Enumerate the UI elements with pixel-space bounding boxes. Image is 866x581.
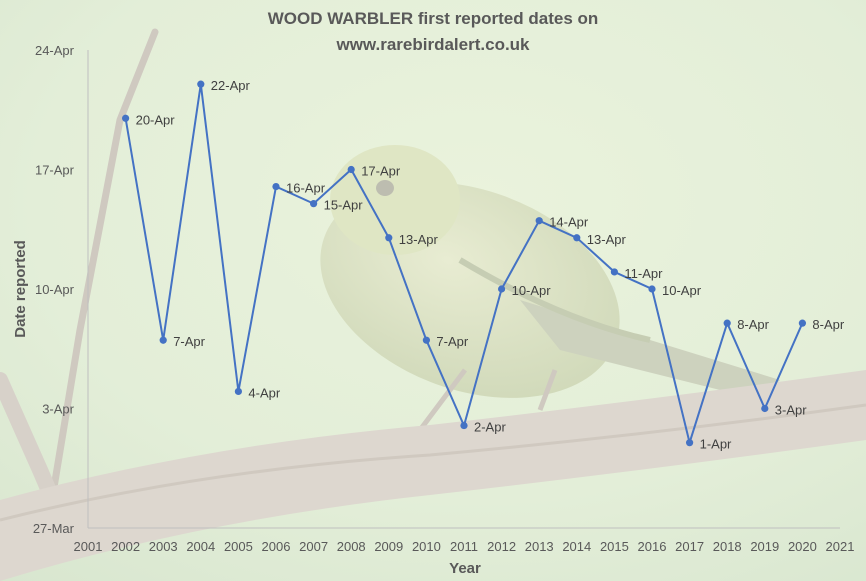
data-label: 13-Apr — [587, 232, 627, 247]
data-label: 13-Apr — [399, 232, 439, 247]
data-label: 8-Apr — [812, 317, 844, 332]
series-line — [124, 83, 804, 447]
y-tick-label: 17-Apr — [35, 163, 75, 178]
x-tick-label: 2005 — [224, 539, 253, 554]
x-tick-label: 2008 — [337, 539, 366, 554]
data-point — [310, 200, 318, 208]
data-point — [234, 387, 242, 396]
series-markers — [122, 80, 807, 447]
x-tick-label: 2013 — [525, 539, 554, 554]
x-tick-label: 2004 — [186, 539, 215, 554]
x-tick-label: 2020 — [788, 539, 817, 554]
x-tick-label: 2002 — [111, 539, 140, 554]
data-point — [573, 234, 581, 242]
data-point — [422, 336, 430, 344]
chart-title: WOOD WARBLER first reported dates on www… — [0, 6, 866, 58]
data-label: 10-Apr — [662, 283, 702, 298]
x-tick-label: 2012 — [487, 539, 516, 554]
data-point — [498, 285, 506, 293]
y-axis-title: Date reported — [12, 240, 29, 338]
data-label: 7-Apr — [436, 334, 468, 349]
x-tick-label: 2021 — [826, 539, 855, 554]
data-point — [610, 268, 619, 276]
x-tick-label: 2007 — [299, 539, 328, 554]
data-point — [385, 234, 393, 242]
x-tick-label: 2001 — [74, 539, 103, 554]
x-tick-label: 2003 — [149, 539, 178, 554]
data-label: 20-Apr — [136, 112, 176, 127]
x-tick-label: 2019 — [750, 539, 779, 554]
x-tick-label: 2011 — [450, 539, 478, 554]
y-tick-label: 10-Apr — [35, 282, 75, 297]
data-label: 16-Apr — [286, 181, 326, 196]
data-point — [272, 182, 280, 191]
data-point — [122, 114, 130, 122]
x-tick-label: 2018 — [713, 539, 742, 554]
data-label: 2-Apr — [474, 420, 506, 435]
chart-title-line-1: WOOD WARBLER first reported dates on — [267, 9, 599, 28]
y-tick-label: 27-Mar — [33, 521, 75, 536]
data-point — [723, 319, 731, 327]
y-axis-ticks: 27-Mar 3-Apr 10-Apr 17-Apr 24-Apr — [33, 43, 75, 536]
data-label: 7-Apr — [173, 334, 205, 349]
data-label: 22-Apr — [211, 78, 251, 93]
data-label: 14-Apr — [549, 215, 589, 230]
data-point — [159, 336, 167, 344]
data-point — [798, 319, 807, 327]
data-point — [648, 285, 656, 293]
data-label: 1-Apr — [700, 437, 732, 452]
x-tick-label: 2009 — [374, 539, 403, 554]
data-label: 11-Apr — [624, 266, 663, 281]
data-point — [460, 421, 468, 430]
x-axis-ticks: 2001 2002 2003 2004 2005 2006 2007 2008 2009 2010… — [74, 539, 855, 554]
data-label: 15-Apr — [324, 198, 364, 213]
data-point — [761, 404, 769, 413]
x-tick-label: 2006 — [262, 539, 291, 554]
x-tick-label: 2010 — [412, 539, 441, 554]
y-tick-label: 24-Apr — [35, 43, 75, 58]
x-tick-label: 2015 — [600, 539, 629, 554]
x-axis-title: Year — [449, 560, 481, 577]
data-label: 8-Apr — [737, 317, 769, 332]
x-tick-label: 2017 — [675, 539, 704, 554]
chart-title-line-2: www.rarebirdalert.co.uk — [336, 35, 530, 54]
data-label: 4-Apr — [248, 385, 280, 400]
data-point — [197, 80, 205, 88]
data-label: 10-Apr — [512, 283, 552, 298]
data-label: 3-Apr — [775, 403, 807, 418]
y-tick-label: 3-Apr — [42, 402, 74, 417]
data-labels: 20-Apr 7-Apr 22-Apr 4-Apr 16-Apr 15-Apr 17-Apr… — [136, 78, 845, 452]
data-point — [686, 439, 694, 447]
data-point — [347, 165, 355, 174]
data-point — [535, 217, 543, 225]
x-tick-label: 2016 — [638, 539, 667, 554]
x-tick-label: 2014 — [562, 539, 591, 554]
data-label: 17-Apr — [361, 164, 401, 179]
